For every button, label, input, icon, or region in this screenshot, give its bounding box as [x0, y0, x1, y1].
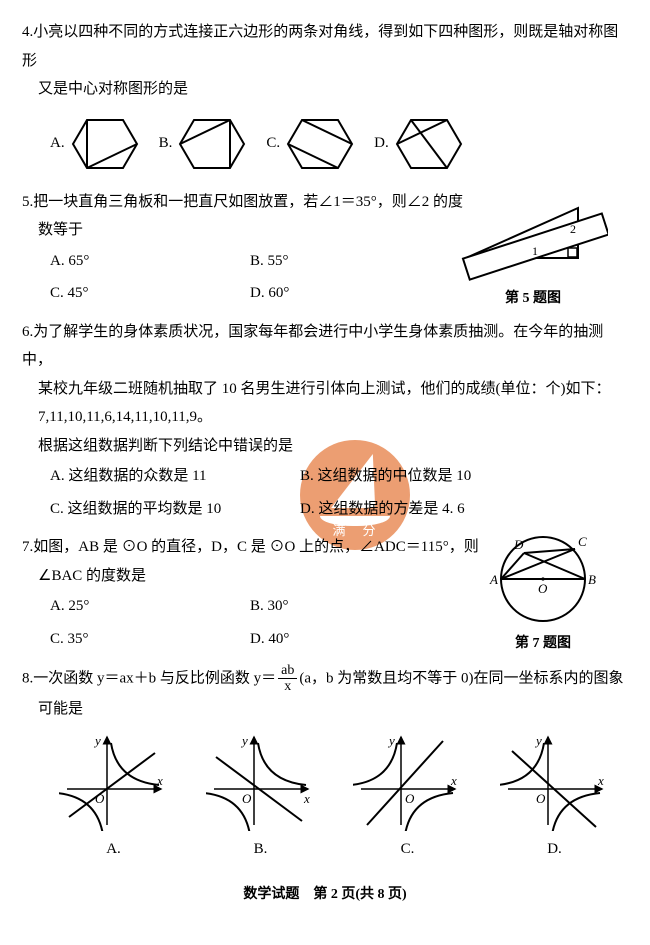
- q7-point-a: A: [489, 572, 498, 587]
- question-4: 4.小亮以四种不同的方式连接正六边形的两条对角线，得到如下四种图形，则既是轴对称…: [22, 18, 628, 178]
- hexagon-c-icon: [284, 110, 356, 178]
- q8-label-d: D.: [500, 835, 610, 864]
- axis-y-label: y: [387, 733, 395, 748]
- q5-choice-d: D. 60°: [250, 277, 450, 310]
- graph-a-icon: x y O: [59, 731, 169, 831]
- svg-text:2: 2: [570, 222, 576, 236]
- q8-frac-num: ab: [278, 663, 297, 679]
- q4-choice-a: A.: [50, 110, 141, 178]
- q7-choice-d: D. 40°: [250, 623, 450, 656]
- q4-choice-d: D.: [374, 110, 465, 178]
- axis-o-label: O: [405, 791, 415, 806]
- axis-o-label: O: [242, 791, 252, 806]
- q8-text-post: (a，b 为常数且均不等于 0)在同一坐标系内的图象: [299, 670, 623, 686]
- q5-choice-c: C. 45°: [50, 277, 250, 310]
- question-5: 1 2 第 5 题图 5.把一块直角三角板和一把直尺如图放置，若∠1＝35°，则…: [22, 188, 628, 310]
- axis-y-label: y: [240, 733, 248, 748]
- question-7: A B C D O 第 7 题图 7.如图，AB 是 ⊙O 的直径，D，C 是 …: [22, 533, 628, 655]
- q6-text3: 根据这组数据判断下列结论中错误的是: [22, 432, 628, 461]
- q8-text-pre: 一次函数 y＝ax＋b 与反比例函数 y＝: [33, 670, 276, 686]
- question-6: 6.为了解学生的身体素质状况，国家每年都会进行中小学生身体素质抽测。在今年的抽测…: [22, 318, 628, 526]
- q8-graph-b: x y O B.: [206, 731, 316, 864]
- q7-choice-b: B. 30°: [250, 590, 450, 623]
- q4-label-b: B.: [159, 129, 173, 158]
- graph-b-icon: x y O: [206, 731, 316, 831]
- q7-choice-c: C. 35°: [50, 623, 250, 656]
- q6-stem-line1: 6.为了解学生的身体素质状况，国家每年都会进行中小学生身体素质抽测。在今年的抽测…: [22, 318, 628, 375]
- axis-y-label: y: [93, 733, 101, 748]
- q4-text1: 小亮以四种不同的方式连接正六边形的两条对角线，得到如下四种图形，则既是轴对称图形: [22, 24, 618, 69]
- axis-o-label: O: [536, 791, 546, 806]
- q6-data: 7,11,10,11,6,14,11,10,11,9。: [22, 403, 628, 432]
- triangle-ruler-icon: 1 2: [458, 188, 608, 284]
- q8-label-c: C.: [353, 835, 463, 864]
- q5-caption: 第 5 题图: [458, 286, 608, 313]
- q7-caption: 第 7 题图: [478, 631, 608, 658]
- q4-choices: A. B. C. D.: [50, 110, 628, 178]
- q5-choice-a: A. 65°: [50, 245, 250, 278]
- axis-x-label: x: [597, 773, 604, 788]
- q7-choice-a: A. 25°: [50, 590, 250, 623]
- q7-text1: 如图，AB 是 ⊙O 的直径，D，C 是 ⊙O 上的点，∠ADC＝115°，则: [33, 539, 478, 555]
- q4-choice-b: B.: [159, 110, 249, 178]
- q4-label-c: C.: [266, 129, 280, 158]
- q7-point-b: B: [588, 572, 596, 587]
- q4-number: 4.: [22, 24, 33, 40]
- q4-choice-c: C.: [266, 110, 356, 178]
- hexagon-a-icon: [69, 110, 141, 178]
- circle-diagram-icon: A B C D O: [478, 529, 608, 629]
- q6-choice-c: C. 这组数据的平均数是 10: [50, 493, 300, 526]
- q4-label-a: A.: [50, 129, 65, 158]
- q6-text1: 为了解学生的身体素质状况，国家每年都会进行中小学生身体素质抽测。在今年的抽测中，: [22, 324, 603, 369]
- graph-c-icon: x y O: [353, 731, 463, 831]
- svg-text:1: 1: [532, 244, 538, 258]
- q5-number: 5.: [22, 194, 33, 210]
- q8-graph-c: x y O C.: [353, 731, 463, 864]
- hexagon-d-icon: [393, 110, 465, 178]
- q7-point-c: C: [578, 534, 587, 549]
- q8-label-a: A.: [59, 835, 169, 864]
- q6-choice-a: A. 这组数据的众数是 11: [50, 460, 300, 493]
- q6-choice-b: B. 这组数据的中位数是 10: [300, 460, 550, 493]
- q4-label-d: D.: [374, 129, 389, 158]
- q7-figure: A B C D O 第 7 题图: [478, 529, 608, 658]
- q6-number: 6.: [22, 324, 33, 340]
- q6-choices: A. 这组数据的众数是 11 B. 这组数据的中位数是 10 C. 这组数据的平…: [50, 460, 628, 525]
- axis-x-label: x: [303, 791, 310, 806]
- q8-number: 8.: [22, 670, 33, 686]
- axis-x-label: x: [450, 773, 457, 788]
- q8-graphs: x y O A. x y O B.: [40, 731, 628, 864]
- q5-text1: 把一块直角三角板和一把直尺如图放置，若∠1＝35°，则∠2 的度: [33, 194, 463, 210]
- q8-graph-d: x y O D.: [500, 731, 610, 864]
- q8-label-b: B.: [206, 835, 316, 864]
- q4-text2: 又是中心对称图形的是: [22, 75, 628, 104]
- graph-d-icon: x y O: [500, 731, 610, 831]
- q5-choice-b: B. 55°: [250, 245, 450, 278]
- q7-point-d: D: [513, 537, 524, 552]
- axis-y-label: y: [534, 733, 542, 748]
- q7-point-o: O: [538, 581, 548, 596]
- q7-number: 7.: [22, 539, 33, 555]
- q8-stem-line1: 8.一次函数 y＝ax＋b 与反比例函数 y＝abx(a，b 为常数且均不等于 …: [22, 663, 628, 695]
- q8-frac-den: x: [278, 679, 297, 694]
- q6-text2: 某校九年级二班随机抽取了 10 名男生进行引体向上测试，他们的成绩(单位：个)如…: [22, 375, 628, 404]
- q8-graph-a: x y O A.: [59, 731, 169, 864]
- page-footer: 数学试题 第 2 页(共 8 页): [22, 882, 628, 909]
- hexagon-b-icon: [176, 110, 248, 178]
- q4-stem-line1: 4.小亮以四种不同的方式连接正六边形的两条对角线，得到如下四种图形，则既是轴对称…: [22, 18, 628, 75]
- fraction-icon: abx: [278, 663, 297, 695]
- q6-choice-d: D. 这组数据的方差是 4. 6: [300, 493, 550, 526]
- q8-text2: 可能是: [22, 695, 628, 724]
- q5-figure: 1 2 第 5 题图: [458, 188, 608, 313]
- question-8: 8.一次函数 y＝ax＋b 与反比例函数 y＝abx(a，b 为常数且均不等于 …: [22, 663, 628, 864]
